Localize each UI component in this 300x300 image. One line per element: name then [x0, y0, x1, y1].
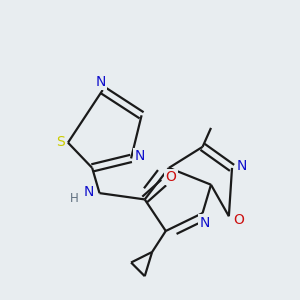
Text: N: N [84, 185, 94, 199]
Text: N: N [95, 75, 106, 88]
Text: O: O [166, 170, 176, 184]
Text: N: N [236, 159, 247, 173]
Text: H: H [70, 192, 79, 205]
Text: O: O [233, 214, 244, 227]
Text: N: N [134, 149, 145, 163]
Text: N: N [200, 216, 210, 230]
Text: S: S [56, 135, 65, 148]
